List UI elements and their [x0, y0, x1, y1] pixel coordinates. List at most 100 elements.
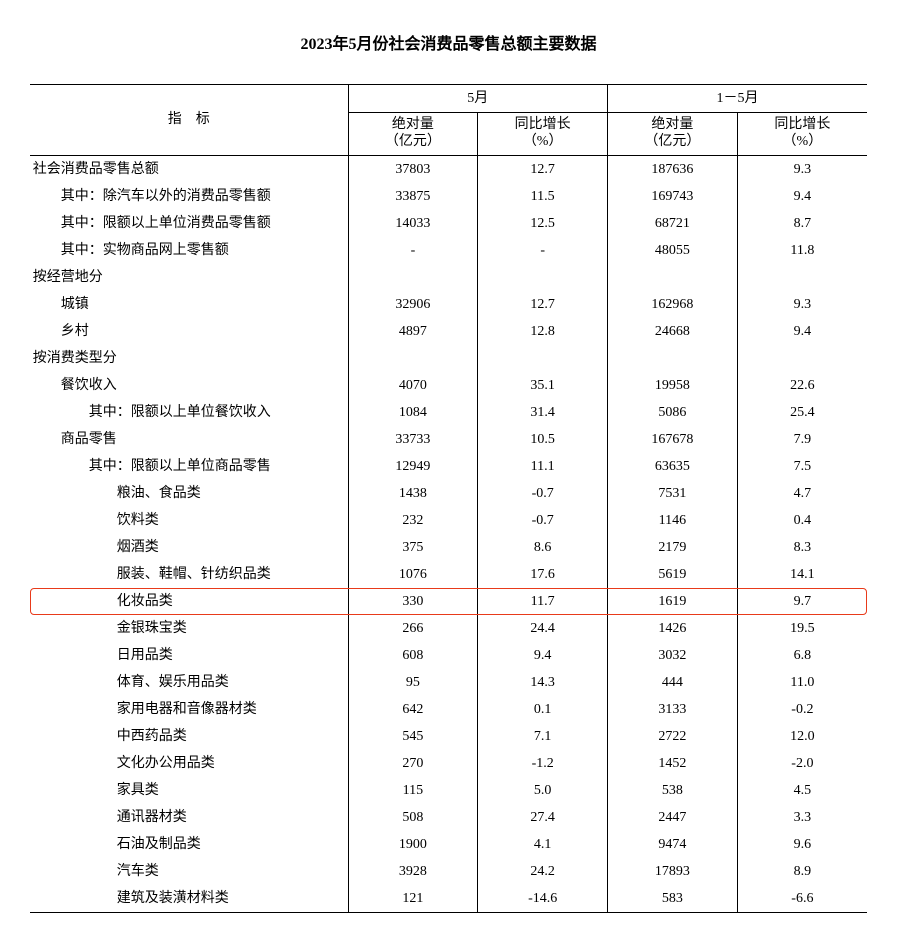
- cell-value: 19958: [608, 372, 738, 399]
- row-label: 化妆品类: [30, 588, 348, 615]
- cell-value: 8.7: [737, 210, 867, 237]
- cell-value: 4.7: [737, 480, 867, 507]
- cell-value: 2179: [608, 534, 738, 561]
- col-header-ytd-yoy: 同比增长（%）: [737, 113, 867, 156]
- row-label: 金银珠宝类: [30, 615, 348, 642]
- cell-value: [737, 264, 867, 291]
- cell-value: 9.6: [737, 831, 867, 858]
- cell-value: 12.7: [478, 155, 608, 183]
- cell-value: 187636: [608, 155, 738, 183]
- cell-value: 1619: [608, 588, 738, 615]
- row-label: 烟酒类: [30, 534, 348, 561]
- col-header-indicator: 指 标: [30, 85, 348, 156]
- cell-value: 2722: [608, 723, 738, 750]
- table-row: 其中：除汽车以外的消费品零售额3387511.51697439.4: [30, 183, 867, 210]
- cell-value: 14033: [348, 210, 478, 237]
- table-row: 按消费类型分: [30, 345, 867, 372]
- cell-value: 162968: [608, 291, 738, 318]
- cell-value: 24.4: [478, 615, 608, 642]
- cell-value: 12949: [348, 453, 478, 480]
- cell-value: 3928: [348, 858, 478, 885]
- table-row: 商品零售3373310.51676787.9: [30, 426, 867, 453]
- cell-value: 12.7: [478, 291, 608, 318]
- row-label: 社会消费品零售总额: [30, 155, 348, 183]
- cell-value: 11.7: [478, 588, 608, 615]
- cell-value: 31.4: [478, 399, 608, 426]
- row-label: 家具类: [30, 777, 348, 804]
- cell-value: 5619: [608, 561, 738, 588]
- table-row: 金银珠宝类26624.4142619.5: [30, 615, 867, 642]
- cell-value: 4070: [348, 372, 478, 399]
- cell-value: 7.9: [737, 426, 867, 453]
- cell-value: 1146: [608, 507, 738, 534]
- cell-value: 9.4: [737, 183, 867, 210]
- cell-value: 3133: [608, 696, 738, 723]
- cell-value: 11.5: [478, 183, 608, 210]
- cell-value: 232: [348, 507, 478, 534]
- cell-value: 1076: [348, 561, 478, 588]
- cell-value: 508: [348, 804, 478, 831]
- table-row: 社会消费品零售总额3780312.71876369.3: [30, 155, 867, 183]
- cell-value: 5.0: [478, 777, 608, 804]
- cell-value: 115: [348, 777, 478, 804]
- cell-value: 68721: [608, 210, 738, 237]
- cell-value: 167678: [608, 426, 738, 453]
- table-row: 其中：限额以上单位商品零售1294911.1636357.5: [30, 453, 867, 480]
- cell-value: 8.6: [478, 534, 608, 561]
- cell-value: [478, 345, 608, 372]
- col-header-may-abs: 绝对量（亿元）: [348, 113, 478, 156]
- cell-value: 22.6: [737, 372, 867, 399]
- cell-value: 33875: [348, 183, 478, 210]
- row-label: 商品零售: [30, 426, 348, 453]
- cell-value: 25.4: [737, 399, 867, 426]
- row-label: 文化办公用品类: [30, 750, 348, 777]
- table-row: 其中：限额以上单位消费品零售额1403312.5687218.7: [30, 210, 867, 237]
- cell-value: 9.7: [737, 588, 867, 615]
- cell-value: 17.6: [478, 561, 608, 588]
- cell-value: 121: [348, 885, 478, 913]
- row-label: 汽车类: [30, 858, 348, 885]
- cell-value: 1084: [348, 399, 478, 426]
- cell-value: 4.5: [737, 777, 867, 804]
- cell-value: 9.4: [737, 318, 867, 345]
- table-row: 烟酒类3758.621798.3: [30, 534, 867, 561]
- cell-value: [478, 264, 608, 291]
- table-row: 城镇3290612.71629689.3: [30, 291, 867, 318]
- cell-value: 444: [608, 669, 738, 696]
- cell-value: 9.3: [737, 291, 867, 318]
- table-row: 饮料类232-0.711460.4: [30, 507, 867, 534]
- cell-value: 0.1: [478, 696, 608, 723]
- table-row: 餐饮收入407035.11995822.6: [30, 372, 867, 399]
- row-label: 按经营地分: [30, 264, 348, 291]
- row-label: 其中：限额以上单位餐饮收入: [30, 399, 348, 426]
- data-table: 指 标 5月 1－5月 绝对量（亿元） 同比增长（%） 绝对量（亿元） 同比增长…: [30, 84, 867, 913]
- col-header-jan-may: 1－5月: [608, 85, 867, 113]
- cell-value: 7.1: [478, 723, 608, 750]
- cell-value: 35.1: [478, 372, 608, 399]
- cell-value: 7531: [608, 480, 738, 507]
- cell-value: 37803: [348, 155, 478, 183]
- cell-value: -1.2: [478, 750, 608, 777]
- row-label: 餐饮收入: [30, 372, 348, 399]
- row-label: 石油及制品类: [30, 831, 348, 858]
- cell-value: 642: [348, 696, 478, 723]
- cell-value: 48055: [608, 237, 738, 264]
- col-header-may-yoy: 同比增长（%）: [478, 113, 608, 156]
- table-row: 通讯器材类50827.424473.3: [30, 804, 867, 831]
- cell-value: 7.5: [737, 453, 867, 480]
- row-label: 服装、鞋帽、针纺织品类: [30, 561, 348, 588]
- cell-value: 11.0: [737, 669, 867, 696]
- cell-value: 1900: [348, 831, 478, 858]
- cell-value: 8.9: [737, 858, 867, 885]
- cell-value: 0.4: [737, 507, 867, 534]
- row-label: 按消费类型分: [30, 345, 348, 372]
- table-row: 其中：实物商品网上零售额--4805511.8: [30, 237, 867, 264]
- col-header-may: 5月: [348, 85, 607, 113]
- cell-value: -6.6: [737, 885, 867, 913]
- page-title: 2023年5月份社会消费品零售总额主要数据: [30, 30, 867, 54]
- table-row: 家具类1155.05384.5: [30, 777, 867, 804]
- cell-value: 24668: [608, 318, 738, 345]
- row-label: 粮油、食品类: [30, 480, 348, 507]
- cell-value: 14.3: [478, 669, 608, 696]
- row-label: 体育、娱乐用品类: [30, 669, 348, 696]
